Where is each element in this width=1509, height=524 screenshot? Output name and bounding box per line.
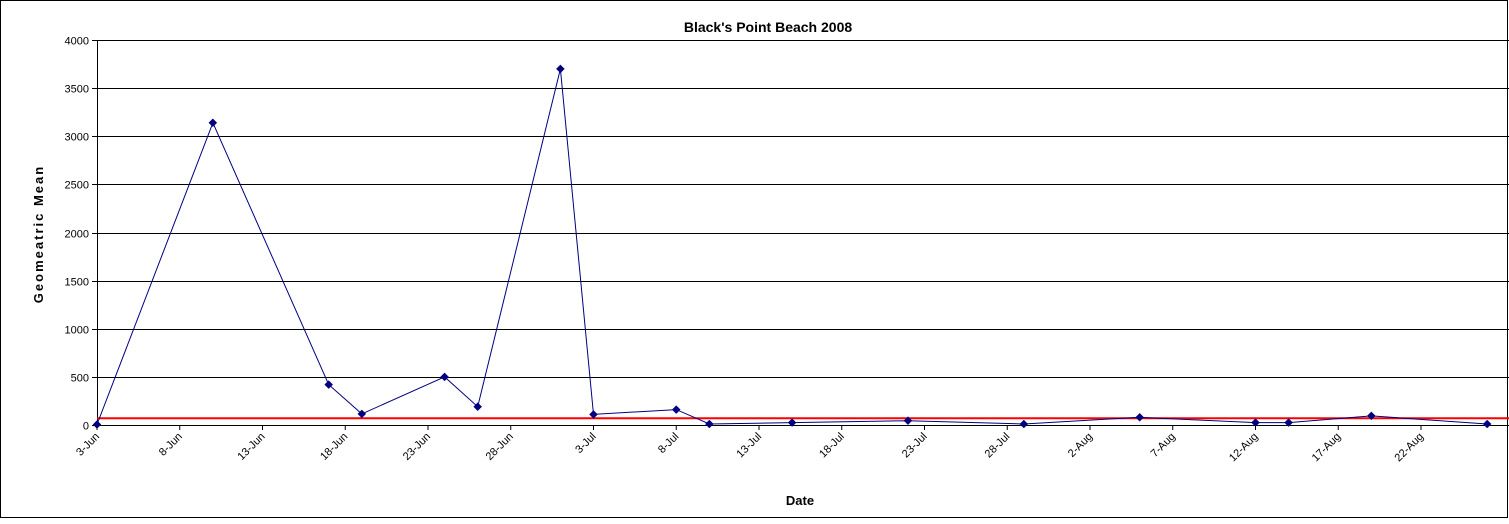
- data-point-marker: [671, 405, 681, 414]
- y-tick-label: 1500: [65, 277, 89, 289]
- x-axis-title: Date: [786, 493, 814, 508]
- data-point-marker: [589, 410, 598, 419]
- data-point-marker: [324, 380, 334, 389]
- data-point-marker: [208, 118, 218, 128]
- data-point-marker: [1482, 419, 1492, 429]
- data-point-marker: [556, 64, 565, 74]
- data-point-marker: [440, 372, 449, 382]
- data-point-marker: [1135, 412, 1145, 422]
- y-tick-label: 0: [83, 421, 89, 433]
- data-point-marker: [787, 418, 797, 427]
- data-point-marker: [704, 419, 714, 429]
- y-tick-label: 2500: [65, 180, 89, 192]
- y-tick-labels: 0 500 1000 1500 2000 2500 3000 3500 4000: [65, 36, 89, 433]
- data-point-marker: [1284, 418, 1293, 427]
- y-tick-label: 2000: [65, 229, 89, 241]
- data-point-marker: [1251, 418, 1260, 427]
- y-tick-label: 3000: [65, 132, 89, 144]
- series-line: [96, 68, 1488, 425]
- data-point-marker: [92, 420, 102, 429]
- y-tick-label: 3500: [65, 84, 89, 96]
- data-point-marker: [357, 409, 367, 419]
- data-point-marker: [903, 416, 913, 426]
- data-point-marker: [473, 402, 483, 412]
- gridlines: [97, 40, 1509, 378]
- y-tick-label: 500: [71, 373, 89, 385]
- axes: [92, 40, 1509, 430]
- y-tick-label: 1000: [65, 325, 89, 337]
- data-point-marker: [1019, 419, 1029, 429]
- y-axis-title: Geomeatric Mean: [31, 165, 46, 303]
- chart-title: Black's Point Beach 2008: [684, 19, 853, 35]
- data-point-marker: [1366, 411, 1376, 421]
- series-group: [92, 64, 1492, 429]
- y-tick-label: 4000: [65, 36, 89, 48]
